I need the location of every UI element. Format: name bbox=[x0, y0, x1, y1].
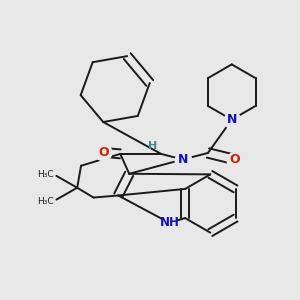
Text: O: O bbox=[230, 153, 240, 166]
Text: NH: NH bbox=[159, 216, 179, 229]
Text: N: N bbox=[226, 113, 237, 126]
Text: H: H bbox=[148, 141, 158, 151]
Text: H₃C: H₃C bbox=[37, 196, 53, 206]
Text: N: N bbox=[178, 153, 188, 166]
Text: O: O bbox=[98, 146, 109, 159]
Text: H₃C: H₃C bbox=[37, 170, 53, 179]
